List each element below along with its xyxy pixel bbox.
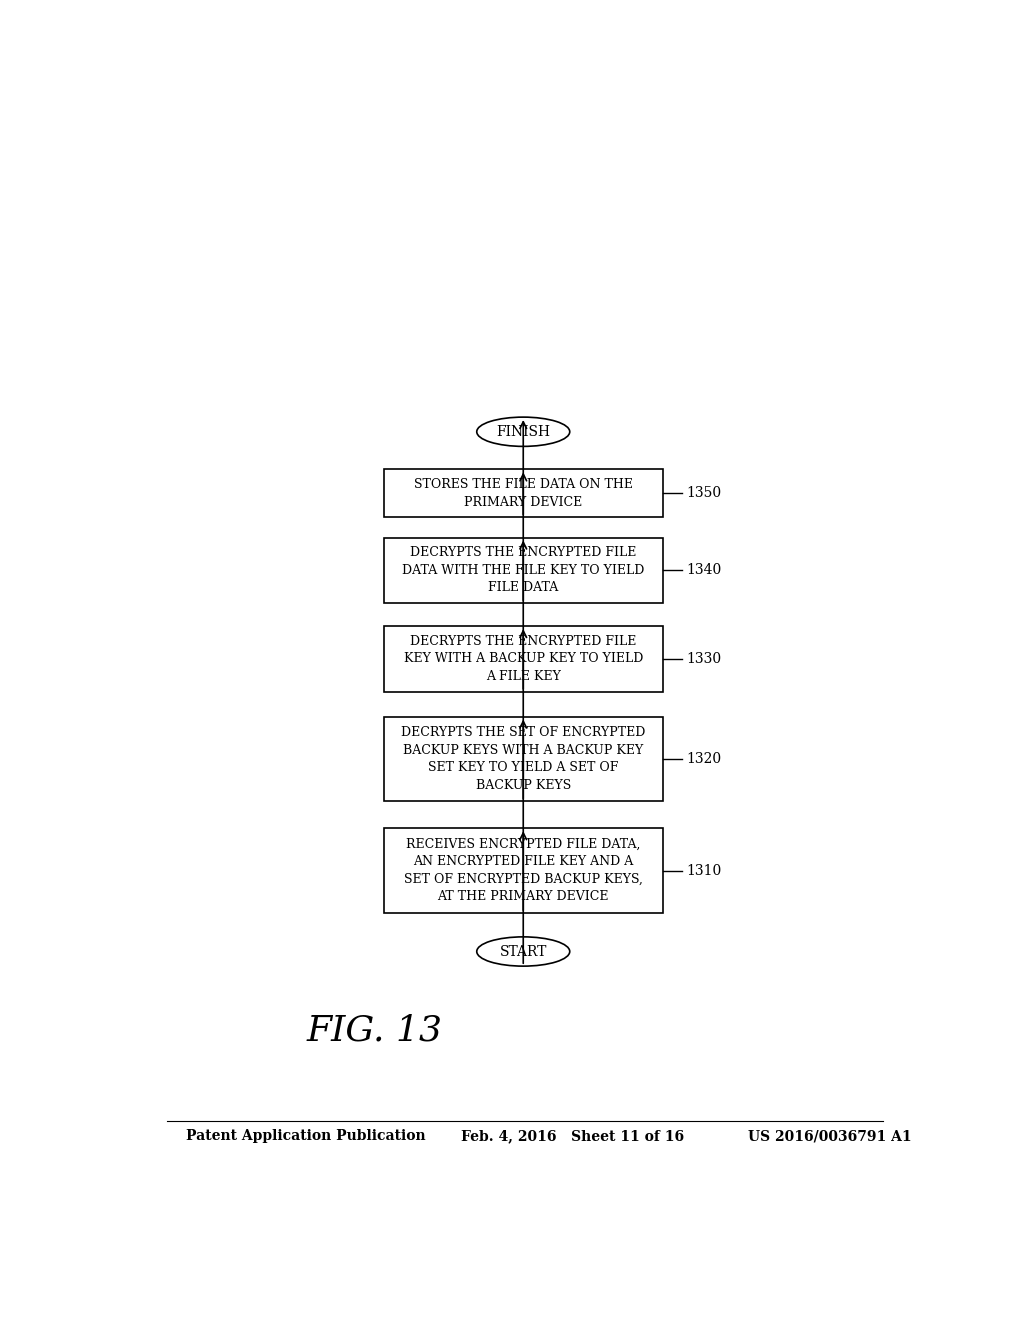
Text: 1310: 1310: [686, 863, 721, 878]
Text: 1320: 1320: [686, 752, 721, 766]
Text: DECRYPTS THE ENCRYPTED FILE
KEY WITH A BACKUP KEY TO YIELD
A FILE KEY: DECRYPTS THE ENCRYPTED FILE KEY WITH A B…: [403, 635, 643, 682]
Text: 1330: 1330: [686, 652, 721, 665]
Text: DECRYPTS THE SET OF ENCRYPTED
BACKUP KEYS WITH A BACKUP KEY
SET KEY TO YIELD A S: DECRYPTS THE SET OF ENCRYPTED BACKUP KEY…: [401, 726, 645, 792]
Text: 1350: 1350: [686, 486, 721, 500]
Text: RECEIVES ENCRYPTED FILE DATA,
AN ENCRYPTED FILE KEY AND A
SET OF ENCRYPTED BACKU: RECEIVES ENCRYPTED FILE DATA, AN ENCRYPT…: [403, 838, 643, 903]
Text: STORES THE FILE DATA ON THE
PRIMARY DEVICE: STORES THE FILE DATA ON THE PRIMARY DEVI…: [414, 478, 633, 508]
Text: START: START: [500, 945, 547, 958]
Text: DECRYPTS THE ENCRYPTED FILE
DATA WITH THE FILE KEY TO YIELD
FILE DATA: DECRYPTS THE ENCRYPTED FILE DATA WITH TH…: [402, 546, 644, 594]
Text: Feb. 4, 2016   Sheet 11 of 16: Feb. 4, 2016 Sheet 11 of 16: [461, 1130, 684, 1143]
Text: FIG. 13: FIG. 13: [306, 1014, 442, 1047]
Text: 1340: 1340: [686, 564, 721, 577]
Text: FINISH: FINISH: [497, 425, 550, 438]
Text: Patent Application Publication: Patent Application Publication: [186, 1130, 426, 1143]
Text: US 2016/0036791 A1: US 2016/0036791 A1: [748, 1130, 911, 1143]
